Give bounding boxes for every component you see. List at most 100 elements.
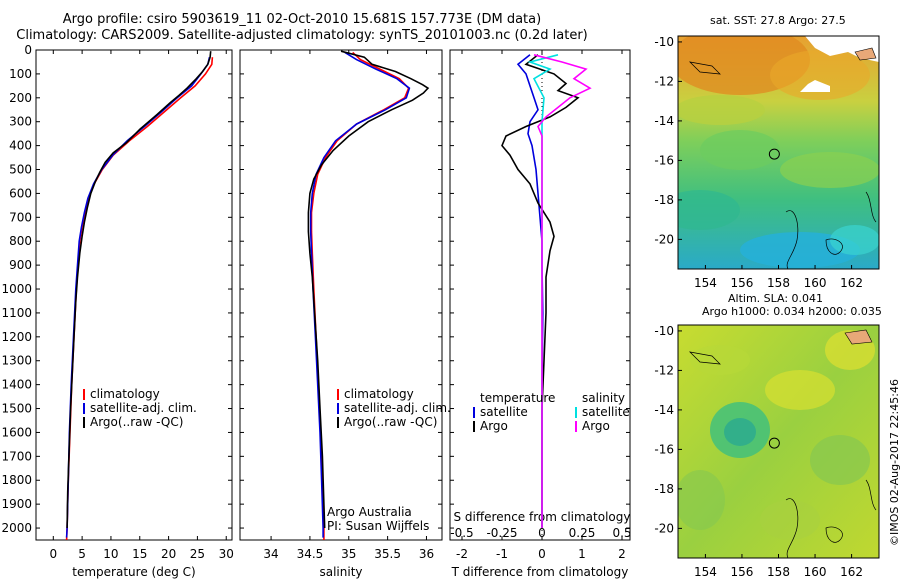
map-x-tick-label: 160 — [804, 276, 827, 290]
x-tick-label: 30 — [219, 547, 234, 561]
profile-location-marker — [768, 148, 780, 160]
x-tick-label: 0 — [538, 547, 546, 561]
series-line-argo-raw-qc- — [307, 50, 430, 529]
y-tick-label: 200 — [9, 91, 32, 105]
panel-annotation: PI: Susan Wijffels — [327, 519, 429, 533]
series-line-argo-raw-qc- — [66, 51, 212, 529]
x-tick-label: 1 — [578, 547, 586, 561]
x2-tick-label: 0.25 — [569, 526, 596, 540]
x2-tick-label: 0 — [538, 526, 546, 540]
sla-map-title-1: Altim. SLA: 0.041 — [728, 292, 824, 305]
map-x-tick-label: 158 — [767, 276, 790, 290]
map-y-tick-label: -20 — [654, 232, 674, 246]
sst-map: 154 156 158 160 162 -10 -12 -14 -16 -18 -20 — [654, 35, 880, 290]
series-line-satellite-adj-clim- — [309, 51, 411, 538]
sla-map-title-2: Argo h1000: 0.034 h2000: 0.035 — [702, 305, 882, 318]
legend-group-salinity: salinity — [582, 391, 625, 405]
x-tick-label: 25 — [190, 547, 205, 561]
y-tick-label: 300 — [9, 115, 32, 129]
plot-frame — [239, 49, 443, 541]
series-line-t-argo — [501, 54, 580, 528]
y-tick-label: 1400 — [1, 378, 32, 392]
x-tick-label: 15 — [132, 547, 147, 561]
plot-frame — [35, 49, 233, 541]
salinity-panel: 34 34.5 35 35.5 36 salinity climatologysatelli… — [239, 49, 451, 579]
legend-label: climatology — [90, 387, 160, 401]
y-tick-label: 1000 — [1, 282, 32, 296]
map-x-tick-label: 156 — [731, 565, 754, 579]
y-tick-label: 2000 — [1, 521, 32, 535]
y-tick-label: 1600 — [1, 425, 32, 439]
map-y-tick-label: -18 — [654, 193, 674, 207]
difference-panel: -2 -1 0 1 2 T difference from climatology -0.5… — [449, 49, 632, 579]
x-tick-label: -1 — [496, 547, 508, 561]
y-tick-label: 100 — [9, 67, 32, 81]
map-x-tick-label: 154 — [694, 276, 717, 290]
map-y-tick-label: -16 — [654, 153, 674, 167]
x2-tick-label: -0.25 — [486, 526, 517, 540]
temperature-panel: 0100200300400500600700800900100011001200… — [1, 43, 233, 579]
y-tick-label: 1900 — [1, 497, 32, 511]
x-axis-label: T difference from climatology — [451, 565, 629, 579]
legend-label: Argo(..raw -QC) — [344, 415, 437, 429]
x-tick-label: 35 — [341, 547, 356, 561]
y-tick-label: 0 — [24, 43, 32, 57]
map-y-tick-label: -14 — [654, 114, 674, 128]
series-line-s-argo — [533, 54, 592, 528]
x2-tick-label: -0.5 — [450, 526, 473, 540]
imos-stamp: ©IMOS 02-Aug-2017 22:45:46 — [888, 379, 900, 546]
x-tick-label: 10 — [103, 547, 118, 561]
y-tick-label: 800 — [9, 234, 32, 248]
map-x-tick-label: 158 — [767, 565, 790, 579]
y-tick-label: 400 — [9, 139, 32, 153]
map-y-tick-label: -12 — [654, 74, 674, 88]
land-patch-icon — [854, 47, 877, 61]
map-x-tick-label: 156 — [731, 276, 754, 290]
y-tick-label: 700 — [9, 210, 32, 224]
legend-group-temperature: temperature — [480, 391, 555, 405]
legend-label: Argo — [480, 419, 508, 433]
sla-map: 154 156 158 160 162 -10 -12 -14 -16 -18 -20 — [654, 324, 880, 579]
y-tick-label: 1100 — [1, 306, 32, 320]
y-tick-label: 1300 — [1, 354, 32, 368]
header-line-2: Climatology: CARS2009. Satellite-adjuste… — [16, 28, 588, 43]
y-tick-label: 1700 — [1, 449, 32, 463]
legend-label: satellite-adj. clim. — [344, 401, 451, 415]
x-tick-label: 0 — [49, 547, 57, 561]
x-axis-label: temperature (deg C) — [72, 565, 195, 579]
x-tick-label: -2 — [456, 547, 468, 561]
map-x-tick-label: 154 — [694, 565, 717, 579]
map-x-tick-label: 162 — [840, 565, 863, 579]
panel-annotation: Argo Australia — [327, 505, 412, 519]
legend-label: climatology — [344, 387, 414, 401]
map-y-tick-label: -14 — [654, 403, 674, 417]
y-tick-label: 1800 — [1, 473, 32, 487]
map-y-tick-label: -16 — [654, 442, 674, 456]
legend-label: Argo — [582, 419, 610, 433]
profile-location-marker — [768, 437, 780, 449]
map-y-tick-label: -10 — [654, 324, 674, 338]
sst-map-title: sat. SST: 27.8 Argo: 27.5 — [710, 14, 846, 27]
legend-label: satellite — [582, 405, 630, 419]
map-x-tick-label: 160 — [804, 565, 827, 579]
x2-tick-label: 0.5 — [612, 526, 631, 540]
y-tick-label: 500 — [9, 163, 32, 177]
y-tick-label: 1200 — [1, 330, 32, 344]
legend-label: Argo(..raw -QC) — [90, 415, 183, 429]
x-tick-label: 5 — [78, 547, 86, 561]
x-tick-label: 35.5 — [374, 547, 401, 561]
x-tick-label: 34 — [263, 547, 278, 561]
x-tick-label: 2 — [618, 547, 626, 561]
map-y-tick-label: -12 — [654, 363, 674, 377]
x-axis-label: salinity — [319, 565, 362, 579]
map-y-tick-label: -18 — [654, 482, 674, 496]
legend-label: satellite-adj. clim. — [90, 401, 197, 415]
header-line-1: Argo profile: csiro 5903619_11 02-Oct-20… — [62, 12, 542, 27]
map-y-tick-label: -20 — [654, 521, 674, 535]
y-tick-label: 1500 — [1, 402, 32, 416]
map-y-tick-label: -10 — [654, 35, 674, 49]
legend-label: satellite — [480, 405, 528, 419]
y-tick-label: 600 — [9, 186, 32, 200]
x-tick-label: 36 — [419, 547, 434, 561]
